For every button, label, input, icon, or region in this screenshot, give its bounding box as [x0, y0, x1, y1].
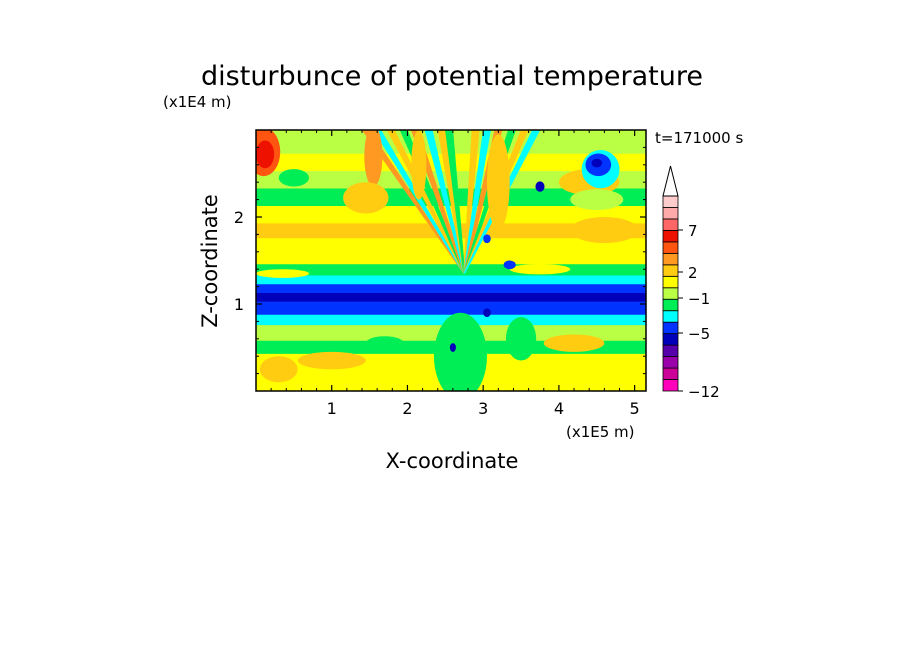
contour-patch	[433, 312, 487, 391]
colorbar-swatch	[662, 287, 679, 300]
contour-patch	[483, 308, 491, 318]
colorbar-swatch	[662, 275, 679, 289]
colorbar-swatch	[662, 321, 679, 335]
contour-patch	[278, 169, 310, 187]
colorbar-swatch	[662, 241, 679, 254]
x-axis-label: X-coordinate	[386, 449, 519, 473]
contour-patch	[256, 269, 310, 278]
wave-ray	[463, 130, 480, 274]
colorbar-swatch	[662, 333, 679, 346]
contour-patch	[259, 356, 298, 383]
y-axis-label: Z-coordinate	[198, 194, 222, 328]
contour-patch	[570, 189, 624, 211]
contour-patch	[411, 130, 427, 200]
contour-patch	[365, 336, 404, 351]
contour-patch	[297, 351, 366, 370]
colorbar-label: −5	[688, 325, 710, 343]
x-tick-label: 3	[478, 399, 488, 418]
colorbar-swatch	[662, 344, 679, 357]
colorbar-label: −1	[688, 290, 710, 308]
colorbar-swatch	[662, 230, 679, 243]
contour-patch	[364, 130, 383, 187]
contour-patch	[256, 140, 275, 169]
contour-patch	[505, 317, 537, 361]
y-tick-label: 1	[234, 295, 244, 314]
wave-ray	[386, 130, 466, 274]
contour-patch	[503, 260, 516, 270]
wave-ray	[437, 130, 466, 274]
colorbar-label: 2	[688, 264, 698, 282]
contour-patch	[343, 182, 389, 214]
wave-ray	[373, 130, 466, 274]
colorbar-label: −12	[688, 383, 720, 401]
contour-patch	[486, 134, 510, 231]
x-tick-label: 1	[327, 399, 337, 418]
colorbar-swatch	[662, 379, 679, 392]
colorbar-label: 7	[688, 222, 698, 240]
contour-patch	[449, 343, 456, 352]
colorbar-swatch	[662, 310, 679, 323]
plot-frame	[255, 129, 647, 392]
wave-ray	[463, 130, 491, 274]
contour-patch	[591, 158, 603, 168]
colorbar: 7 2 −1 −5 −12	[662, 165, 720, 401]
x-tick-label: 2	[402, 399, 412, 418]
x-tick-label: 5	[630, 399, 640, 418]
colorbar-swatch	[662, 356, 679, 369]
time-label: t=171000 s	[655, 129, 743, 147]
colorbar-extend-arrow	[662, 165, 679, 197]
colorbar-swatch	[662, 367, 679, 380]
colorbar-swatch	[662, 195, 679, 208]
x-tick-label: 4	[554, 399, 564, 418]
contour-patch	[509, 263, 571, 275]
colorbar-swatch	[662, 252, 679, 266]
contour-patch	[543, 334, 605, 352]
wave-ray	[361, 130, 466, 274]
colorbar-swatch	[662, 207, 679, 220]
contour-patch	[570, 217, 639, 244]
contour-patch	[483, 234, 491, 244]
colorbar-swatch	[662, 264, 679, 277]
wave-ray	[424, 130, 466, 274]
x-unit-label: (x1E5 m)	[566, 423, 635, 441]
y-unit-label: (x1E4 m)	[163, 93, 232, 111]
wave-ray	[445, 130, 466, 274]
axis-ticks: 1 2 3 4 5 1 2	[234, 130, 646, 418]
y-tick-label: 2	[234, 208, 244, 227]
colorbar-swatch	[662, 218, 679, 231]
colorbar-swatch	[662, 298, 679, 312]
chart-title: disturbunce of potential temperature	[201, 61, 703, 92]
contour-field	[256, 130, 646, 391]
contour-patch	[535, 181, 545, 192]
